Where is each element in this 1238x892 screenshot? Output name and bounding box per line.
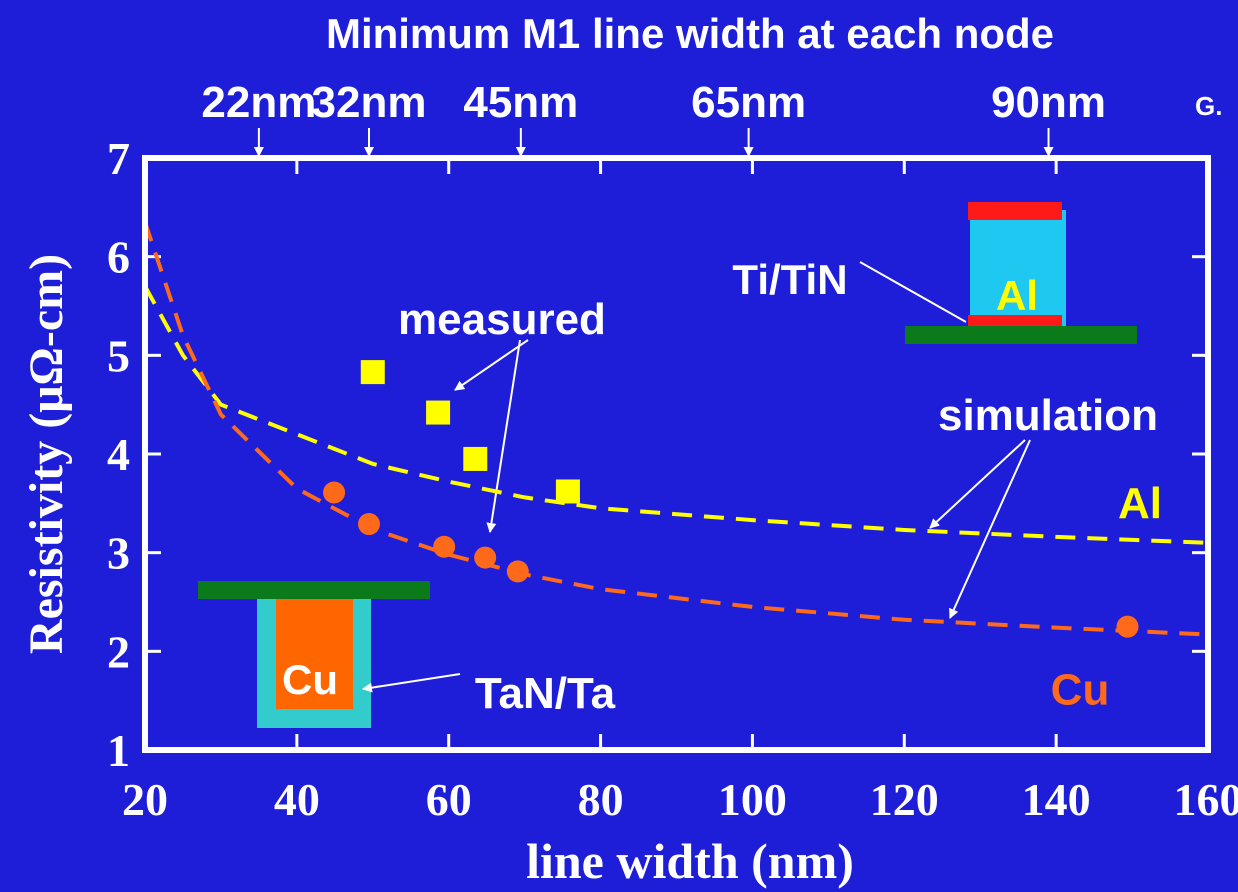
y-tick-label: 6 — [107, 232, 130, 283]
y-axis-label: Resistivity (μΩ-cm) — [20, 254, 73, 654]
measured-point — [358, 513, 380, 535]
cu-structure-label: Cu — [282, 656, 338, 703]
background — [0, 0, 1238, 892]
x-tick-label: 20 — [122, 774, 168, 825]
x-tick-label: 60 — [426, 774, 472, 825]
simulation-label: simulation — [938, 391, 1158, 440]
y-tick-label: 7 — [107, 133, 130, 184]
measured-point — [323, 481, 345, 503]
x-tick-label: 140 — [1022, 774, 1091, 825]
y-tick-label: 4 — [107, 429, 130, 480]
x-axis-label: line width (nm) — [526, 833, 854, 889]
node-label: 90nm — [991, 78, 1106, 127]
corner-text: G. — [1195, 91, 1222, 121]
x-tick-label: 120 — [870, 774, 939, 825]
node-label: 32nm — [312, 78, 427, 127]
chart: Minimum M1 line width at each node G. li… — [0, 0, 1238, 892]
measured-point — [474, 547, 496, 569]
ti-tin-label: Ti/TiN — [732, 256, 847, 303]
x-tick-label: 80 — [578, 774, 624, 825]
chart-title: Minimum M1 line width at each node — [326, 10, 1054, 57]
series-label: Cu — [1051, 666, 1110, 715]
measured-point — [426, 401, 450, 425]
measured-point — [507, 560, 529, 582]
tan-ta-label: TaN/Ta — [475, 669, 616, 718]
y-tick-label: 2 — [107, 626, 130, 677]
measured-label: measured — [398, 295, 606, 344]
x-tick-label: 100 — [718, 774, 787, 825]
node-label: 45nm — [463, 78, 578, 127]
x-tick-label: 160 — [1174, 774, 1238, 825]
x-tick-label: 40 — [274, 774, 320, 825]
node-label: 65nm — [691, 78, 806, 127]
measured-point — [1117, 616, 1139, 638]
node-label: 22nm — [201, 78, 316, 127]
al-structure-label: Al — [996, 272, 1038, 319]
measured-point — [556, 479, 580, 503]
y-tick-label: 1 — [107, 725, 130, 776]
y-tick-label: 3 — [107, 528, 130, 579]
y-tick-label: 5 — [107, 330, 130, 381]
series-label: Al — [1118, 479, 1162, 528]
measured-point — [433, 536, 455, 558]
measured-point — [361, 360, 385, 384]
measured-point — [463, 447, 487, 471]
